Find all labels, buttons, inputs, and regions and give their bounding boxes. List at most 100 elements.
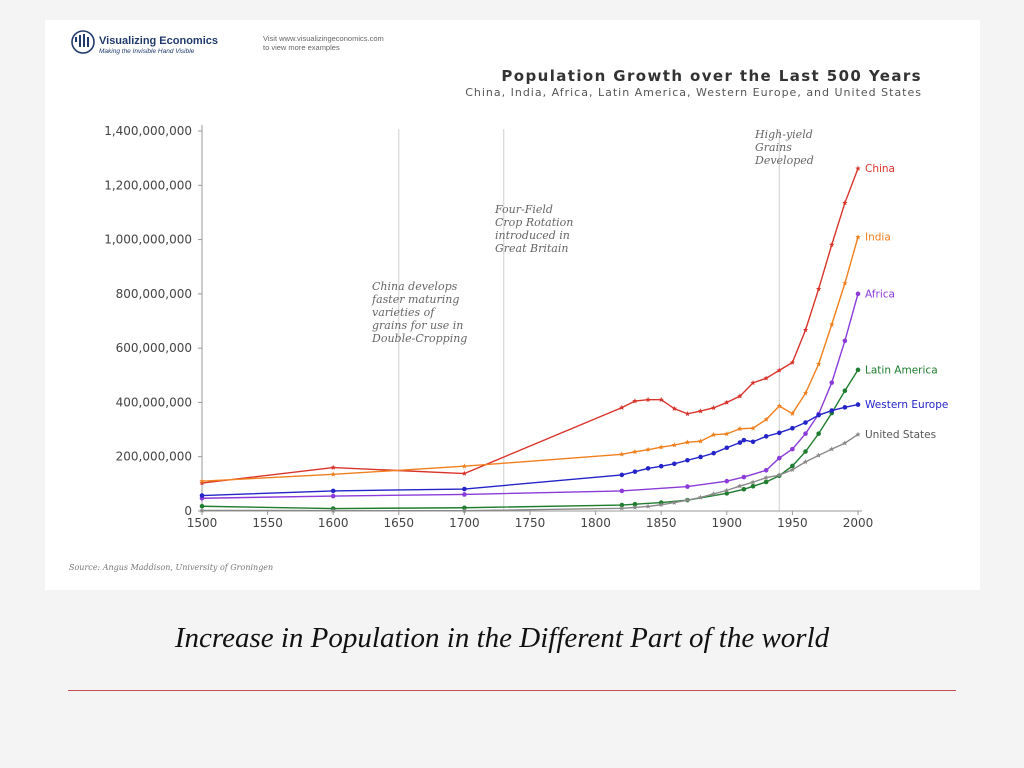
x-tick-label: 1500 [187,516,218,530]
data-point [632,469,638,474]
chart-panel: Visualizing Economics Making the Invisib… [45,20,980,590]
data-point [671,442,677,448]
annotation-line-text: introduced in [495,229,570,242]
data-point [697,494,704,500]
annotation-line-text: Grains [755,141,792,154]
annotation-line-text: High-yield [754,128,813,141]
annotation-line-text: Crop Rotation [495,216,573,229]
data-point [619,505,625,511]
data-point [199,480,205,486]
data-point [741,437,747,443]
data-series: China India Africa Latin America Western Eur… [199,163,948,513]
series-label: Latin America [865,364,938,376]
x-tick-label: 1600 [318,516,349,530]
data-point [711,450,716,456]
data-point [829,321,835,327]
series-line [201,403,859,497]
data-point [698,454,703,460]
data-point [461,463,468,469]
data-point [685,484,690,489]
series-line [201,293,859,499]
data-point [829,408,835,413]
data-point [645,396,651,402]
data-point [632,504,638,510]
globe-logo-icon [71,30,95,54]
data-point [671,499,677,505]
data-point [724,445,730,451]
data-point [658,463,664,469]
annotation-text: Four-Field Crop Rotation introduced in Grea… [494,203,573,255]
data-point [789,359,796,365]
data-point [684,439,691,445]
data-point [724,491,730,496]
data-point [776,472,782,478]
data-point [462,486,467,492]
data-point [330,471,336,477]
data-point [658,444,664,450]
data-point [330,507,336,513]
chart-title: Population Growth over the Last 500 Year… [501,67,922,85]
data-point [816,431,821,436]
series-line [201,369,859,510]
data-point [645,446,651,452]
y-tick-label: 1,400,000,000 [104,124,192,138]
data-point [741,474,747,480]
y-tick-label: 1,200,000,000 [104,178,192,192]
data-point [724,478,730,484]
data-point [199,503,205,509]
data-point [672,461,677,467]
annotation-line-text: faster maturing [371,293,459,306]
data-point [658,396,664,402]
chart-subtitle: China, India, Africa, Latin America, Wes… [465,86,922,99]
data-point [750,380,756,386]
data-point [724,431,730,437]
data-point [619,502,625,508]
data-point [776,455,782,461]
data-point [737,425,743,432]
data-point [619,488,625,494]
annotation-line-text: Developed [754,154,814,167]
chart-axes: 0 200,000,000 400,000,000 600,000,000 800,00… [104,124,873,530]
caption-divider [68,690,956,691]
annotation-line-text: grains for use in [372,319,463,332]
data-point [737,393,743,399]
chart-svg: Visualizing Economics Making the Invisib… [69,30,948,572]
data-point [711,491,717,497]
data-point [619,472,625,478]
data-point [737,440,743,445]
data-point [855,367,861,373]
data-point [619,404,625,410]
data-point [199,493,205,498]
annotation-line-text: Great Britain [495,242,568,255]
x-tick-label: 1800 [580,516,611,530]
data-point [855,402,861,407]
x-tick-label: 1750 [515,516,546,530]
data-point [461,470,468,476]
data-point [855,165,861,171]
data-point [199,507,205,513]
data-point [645,466,651,471]
data-point [330,488,336,494]
annotation-line-text: China develops [372,280,458,293]
data-point [685,457,690,463]
data-point [815,452,822,458]
data-point [645,503,651,509]
data-point [632,449,638,455]
y-tick-label: 1,000,000,000 [104,233,192,247]
series-line [201,236,859,482]
data-point [750,479,756,485]
data-point [763,416,769,422]
series-label: Africa [865,288,895,300]
data-point [802,327,809,333]
data-point [763,474,769,480]
data-point [790,463,795,469]
data-point [842,280,848,286]
data-point [829,380,835,385]
visit-line-1: Visit www.visualizingeconomics.com [263,34,384,43]
x-tick-label: 1700 [449,516,480,530]
data-point [842,200,848,206]
x-tick-label: 2000 [843,516,874,530]
brand-tagline: Making the Invisible Hand Visible [99,48,195,55]
annotations: China develops faster maturing varieties o… [371,128,814,345]
data-point [671,405,677,411]
